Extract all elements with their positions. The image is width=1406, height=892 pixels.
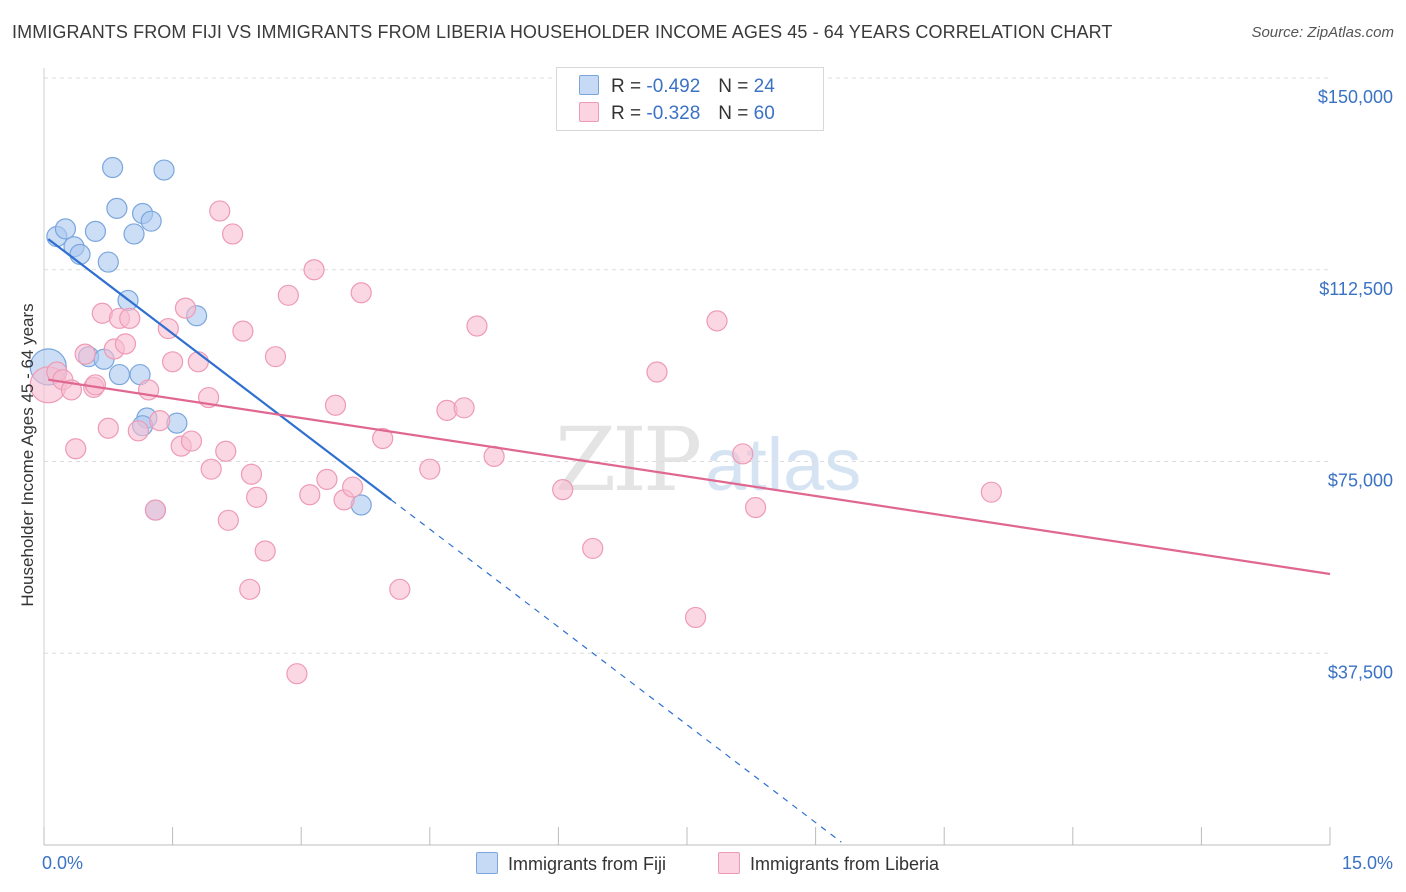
bottom-liberia-swatch bbox=[718, 852, 740, 874]
liberia-swatch bbox=[579, 102, 599, 122]
liberia-point bbox=[286, 663, 308, 685]
liberia-point bbox=[254, 540, 276, 562]
liberia-point bbox=[372, 427, 394, 450]
liberia-point bbox=[706, 310, 728, 332]
liberia-r-label: R = bbox=[611, 103, 642, 124]
y-tick-label: $37,500 bbox=[1328, 662, 1393, 682]
fiji-n-label: N = bbox=[718, 76, 749, 97]
fiji-r-label: R = bbox=[611, 76, 642, 97]
liberia-point bbox=[582, 537, 604, 560]
legend-row-fiji: R = -0.492 N = 24 bbox=[579, 75, 775, 99]
liberia-point bbox=[453, 397, 475, 419]
source-label: Source: ZipAtlas.com bbox=[1251, 24, 1394, 41]
fiji-point bbox=[108, 363, 131, 386]
liberia-point bbox=[316, 468, 338, 490]
liberia-point bbox=[303, 259, 325, 281]
fiji-point bbox=[54, 218, 77, 240]
liberia-point bbox=[419, 458, 441, 480]
bottom-liberia-label: Immigrants from Liberia bbox=[750, 854, 940, 874]
chart-title: IMMIGRANTS FROM FIJI VS IMMIGRANTS FROM … bbox=[12, 22, 1113, 42]
bottom-fiji-label: Immigrants from Fiji bbox=[508, 854, 667, 874]
liberia-n-value: 60 bbox=[753, 103, 775, 124]
fiji-point bbox=[140, 210, 162, 232]
liberia-point bbox=[277, 284, 299, 306]
liberia-point bbox=[324, 394, 347, 416]
bottom-legend-liberia: Immigrants from Liberia bbox=[718, 852, 939, 875]
liberia-point bbox=[149, 409, 171, 432]
liberia-point bbox=[299, 484, 321, 506]
fiji-r-value: -0.492 bbox=[646, 76, 701, 97]
liberia-point bbox=[119, 307, 141, 329]
fiji-n-value: 24 bbox=[753, 76, 775, 97]
fiji-trend-line bbox=[47, 238, 392, 501]
fiji-trend-extension bbox=[390, 499, 842, 843]
liberia-point bbox=[646, 361, 668, 383]
liberia-point bbox=[980, 481, 1002, 503]
legend-row-liberia: R = -0.328 N = 60 bbox=[579, 102, 775, 126]
fiji-point bbox=[153, 159, 175, 181]
liberia-point bbox=[389, 578, 411, 600]
y-axis-label: Householder Income Ages 45 - 64 years bbox=[18, 303, 37, 607]
liberia-point bbox=[180, 430, 203, 452]
liberia-point bbox=[222, 223, 244, 245]
liberia-point bbox=[684, 606, 707, 629]
liberia-point bbox=[466, 315, 488, 337]
liberia-point bbox=[127, 420, 149, 442]
liberia-point bbox=[239, 578, 261, 600]
liberia-r-value: -0.328 bbox=[646, 103, 701, 124]
liberia-point bbox=[217, 509, 239, 531]
fiji-point bbox=[123, 223, 145, 245]
liberia-point bbox=[162, 351, 184, 373]
liberia-point bbox=[552, 479, 574, 501]
bottom-fiji-swatch bbox=[476, 852, 498, 874]
fiji-point bbox=[106, 197, 128, 219]
liberia-point bbox=[232, 320, 254, 342]
y-tick-label: $112,500 bbox=[1319, 279, 1393, 299]
x-tick-label: 0.0% bbox=[42, 853, 83, 873]
liberia-point bbox=[240, 463, 263, 485]
liberia-point bbox=[187, 351, 209, 373]
watermark-atlas: atlas bbox=[705, 423, 861, 506]
liberia-point bbox=[246, 486, 268, 508]
liberia-point bbox=[114, 333, 137, 355]
fiji-point bbox=[69, 243, 91, 266]
y-tick-label: $150,000 bbox=[1318, 87, 1393, 107]
liberia-point bbox=[744, 496, 767, 519]
x-tick-label: 15.0% bbox=[1342, 853, 1393, 873]
liberia-trend-line bbox=[48, 378, 1331, 576]
liberia-point bbox=[215, 440, 237, 462]
liberia-n-label: N = bbox=[718, 103, 749, 124]
fiji-point bbox=[101, 156, 124, 179]
correlation-legend: R = -0.492 N = 24 R = -0.328 N = 60 bbox=[556, 67, 824, 131]
liberia-point bbox=[264, 346, 287, 368]
bottom-legend-fiji: Immigrants from Fiji bbox=[476, 852, 666, 875]
liberia-point bbox=[144, 499, 167, 521]
liberia-point bbox=[342, 476, 364, 498]
fiji-swatch bbox=[579, 75, 599, 95]
liberia-point bbox=[97, 417, 119, 439]
liberia-point bbox=[74, 343, 96, 365]
fiji-point bbox=[84, 220, 107, 242]
liberia-point bbox=[200, 458, 222, 480]
liberia-point bbox=[209, 200, 231, 222]
liberia-point bbox=[350, 282, 372, 304]
liberia-point bbox=[65, 438, 87, 460]
fiji-point bbox=[97, 251, 119, 273]
liberia-point bbox=[174, 297, 197, 319]
liberia-point bbox=[732, 443, 754, 465]
y-tick-label: $75,000 bbox=[1328, 471, 1393, 491]
